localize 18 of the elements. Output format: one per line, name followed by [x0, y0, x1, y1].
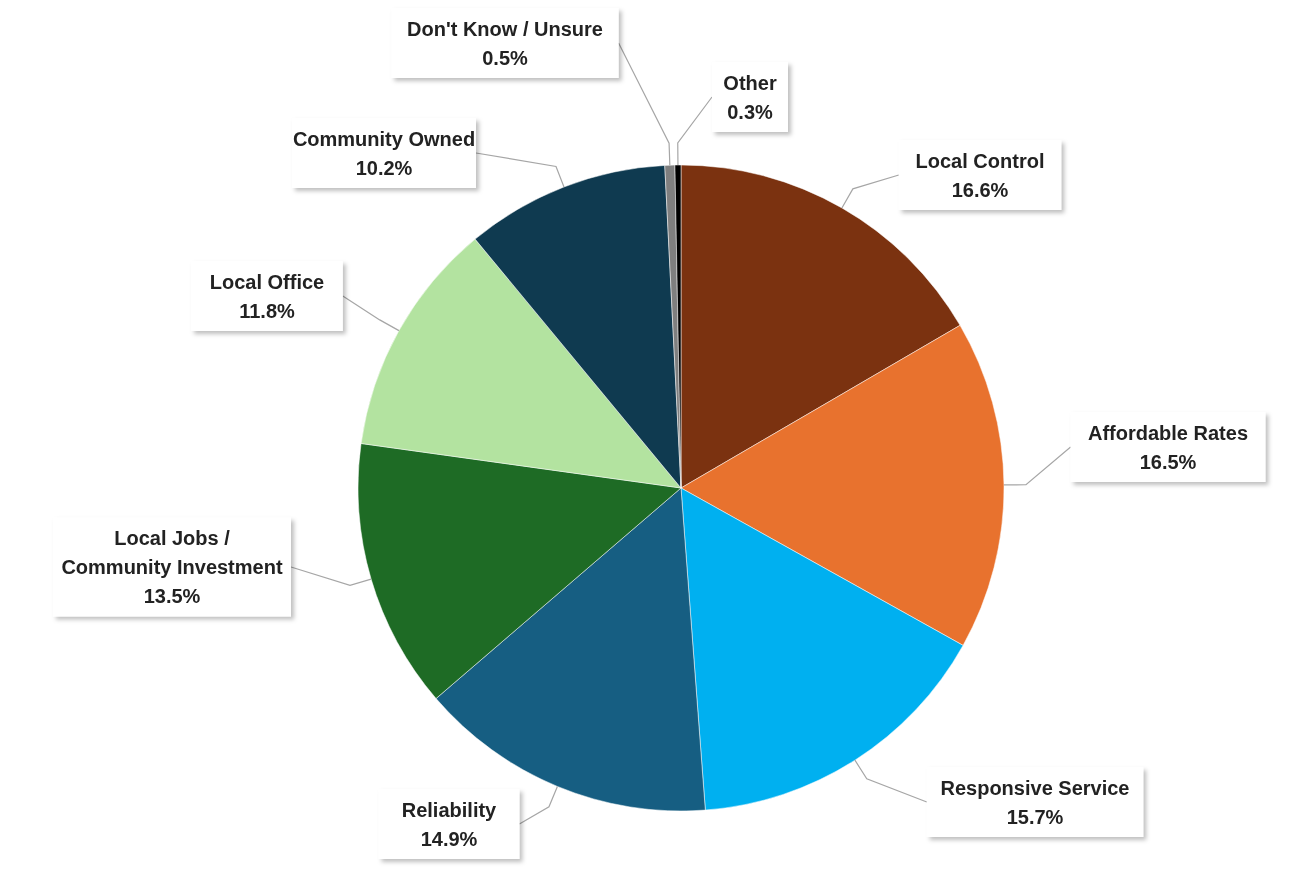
- data-label: 0.5%: [482, 46, 529, 69]
- slice-label: Local Control: [915, 149, 1045, 172]
- data-label: 11.8%: [239, 299, 296, 322]
- data-label: 10.2%: [355, 156, 413, 179]
- slice-label: Reliability: [401, 798, 498, 821]
- slice-label: Local Office: [209, 270, 325, 293]
- slice-label: Affordable Rates: [1087, 421, 1249, 444]
- slice-label: Local Jobs / Community Investment: [61, 527, 283, 578]
- slice-label: Other: [723, 71, 777, 94]
- slice-label: Community Owned: [292, 127, 476, 150]
- slice-label: Don't Know / Unsure: [407, 17, 603, 40]
- data-label: 0.3%: [727, 100, 774, 123]
- data-label: 16.5%: [1139, 450, 1197, 473]
- data-label: 14.9%: [420, 827, 478, 850]
- data-label: 16.6%: [951, 178, 1009, 201]
- data-label: 13.5%: [143, 585, 201, 607]
- data-label: 15.7%: [1006, 805, 1064, 828]
- slice-label: Responsive Service: [940, 776, 1130, 799]
